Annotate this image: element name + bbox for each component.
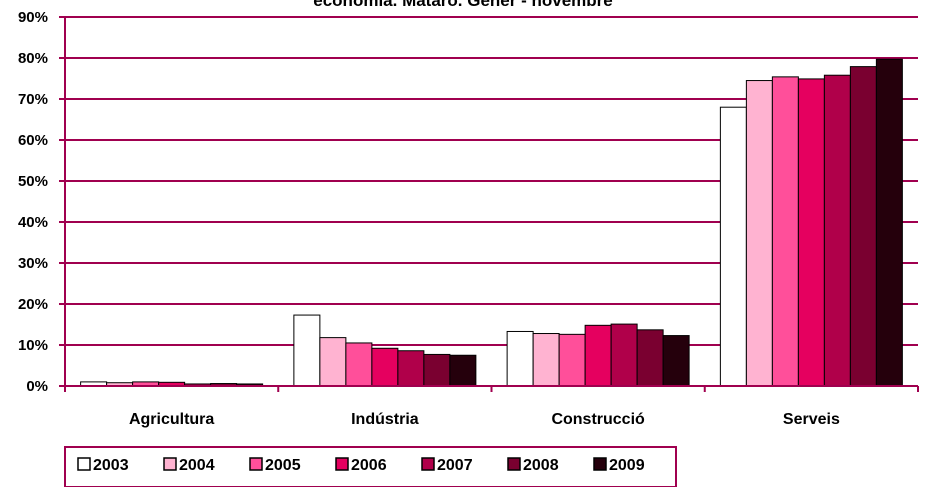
legend-label-2005: 2005 xyxy=(265,457,301,474)
axes xyxy=(64,17,919,392)
legend-label-2008: 2008 xyxy=(523,457,559,474)
legend-label-2003: 2003 xyxy=(93,457,129,474)
y-tick-label: 30% xyxy=(18,255,48,272)
bar-indústria-2006 xyxy=(371,347,399,387)
legend-swatch-2007 xyxy=(421,457,435,471)
bar-construcció-2004 xyxy=(532,333,560,387)
legend-label-2007: 2007 xyxy=(437,457,473,474)
bar-indústria-2007 xyxy=(397,350,425,387)
bar-construcció-2007 xyxy=(610,323,638,387)
x-category-label: Indústria xyxy=(351,411,419,428)
bar-serveis-2005 xyxy=(771,76,799,387)
bar-construcció-2003 xyxy=(506,330,534,387)
y-tick-label: 10% xyxy=(18,337,48,354)
legend-swatch-2006 xyxy=(335,457,349,471)
bar-indústria-2003 xyxy=(293,314,321,387)
bars xyxy=(80,58,903,387)
bar-indústria-2008 xyxy=(423,353,451,387)
legend-swatch-2008 xyxy=(507,457,521,471)
legend-label-2009: 2009 xyxy=(609,457,645,474)
y-tick-label: 80% xyxy=(18,50,48,67)
legend-swatch-2004 xyxy=(163,457,177,471)
legend-swatch-2009 xyxy=(593,457,607,471)
bar-serveis-2003 xyxy=(719,106,747,387)
bar-serveis-2007 xyxy=(823,74,851,387)
bar-construcció-2006 xyxy=(584,324,612,387)
bar-construcció-2005 xyxy=(558,333,586,387)
y-tick-label: 40% xyxy=(18,214,48,231)
legend-swatch-2005 xyxy=(249,457,263,471)
x-axis-labels: Agricultura Indústria Construcció Serveis xyxy=(129,411,840,428)
bar-indústria-2004 xyxy=(319,337,347,387)
y-axis-ticks: 0% 10% 20% 30% 40% 50% 60% 70% 80% 90% xyxy=(18,9,65,395)
x-category-label: Serveis xyxy=(783,411,840,428)
legend-swatch-2003 xyxy=(77,457,91,471)
bar-indústria-2009 xyxy=(449,354,477,387)
bar-serveis-2009 xyxy=(875,58,903,387)
y-tick-label: 60% xyxy=(18,132,48,149)
legend-label-2004: 2004 xyxy=(179,457,215,474)
y-tick-label: 90% xyxy=(18,9,48,26)
bar-construcció-2008 xyxy=(636,329,664,387)
legend-label-2006: 2006 xyxy=(351,457,387,474)
bar-construcció-2009 xyxy=(662,335,690,387)
chart-title: economia. Mataró. Gener - novembre xyxy=(313,0,612,10)
x-category-label: Construcció xyxy=(551,411,645,428)
y-tick-label: 70% xyxy=(18,91,48,108)
x-category-label: Agricultura xyxy=(129,411,214,428)
bar-serveis-2008 xyxy=(849,66,877,387)
bar-serveis-2006 xyxy=(797,78,825,387)
legend: 2003 2004 2005 2006 2007 2008 2009 xyxy=(64,446,677,487)
y-tick-label: 50% xyxy=(18,173,48,190)
gridlines xyxy=(65,16,918,346)
y-tick-label: 20% xyxy=(18,296,48,313)
bar-serveis-2004 xyxy=(745,80,773,387)
y-tick-label: 0% xyxy=(26,378,48,395)
bar-indústria-2005 xyxy=(345,342,373,387)
